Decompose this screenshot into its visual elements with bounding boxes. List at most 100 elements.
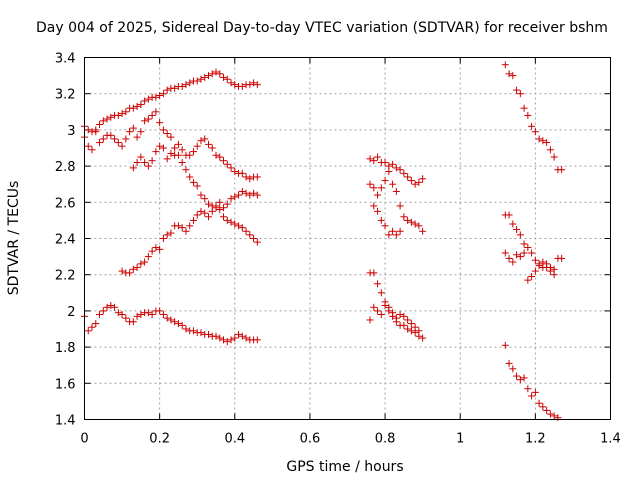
data-point	[235, 191, 243, 199]
data-point	[220, 157, 228, 165]
data-point	[505, 70, 513, 78]
data-point	[366, 155, 374, 163]
data-point	[129, 124, 137, 132]
data-point	[370, 269, 378, 277]
data-point	[92, 128, 100, 136]
data-point	[385, 231, 393, 239]
data-point	[419, 227, 427, 235]
data-point	[370, 157, 378, 165]
data-point	[133, 312, 141, 320]
data-point	[389, 227, 397, 235]
data-point	[366, 180, 374, 188]
data-point	[250, 189, 258, 197]
data-point	[129, 164, 137, 172]
data-point	[513, 86, 521, 94]
data-point	[141, 158, 149, 166]
data-point	[163, 231, 171, 239]
data-point	[220, 213, 228, 221]
data-point	[381, 177, 389, 185]
data-point	[381, 158, 389, 166]
data-point	[246, 81, 254, 89]
data-point	[404, 325, 412, 333]
data-point	[531, 388, 539, 396]
data-point	[186, 79, 194, 87]
data-point	[531, 256, 539, 264]
data-point	[389, 180, 397, 188]
data-point	[524, 276, 532, 284]
data-point	[407, 218, 415, 226]
data-point	[156, 92, 164, 100]
data-point	[407, 177, 415, 185]
data-point	[193, 211, 201, 219]
data-point	[505, 359, 513, 367]
data-point	[509, 72, 517, 80]
data-point	[159, 235, 167, 242]
data-point	[99, 135, 107, 143]
data-point	[167, 316, 175, 324]
data-point	[223, 200, 231, 208]
data-point	[148, 311, 156, 319]
data-point	[167, 133, 175, 141]
data-point	[231, 220, 239, 228]
data-point	[197, 207, 205, 215]
data-point	[516, 90, 524, 98]
data-point	[509, 220, 517, 228]
data-point	[216, 70, 224, 78]
data-point	[415, 178, 423, 186]
data-point	[152, 148, 160, 156]
grid-lines	[84, 57, 611, 420]
data-point	[156, 119, 164, 127]
data-point	[396, 166, 404, 174]
data-point	[227, 164, 235, 172]
data-point	[238, 332, 246, 340]
data-point	[159, 126, 167, 134]
data-point	[114, 111, 122, 119]
data-point	[163, 314, 171, 322]
data-point	[122, 314, 130, 322]
data-point	[137, 311, 145, 319]
y-tick-label: 1.8	[55, 341, 76, 356]
data-point	[550, 271, 558, 279]
data-point	[531, 267, 539, 275]
data-point	[381, 301, 389, 309]
x-tick-label: 0.2	[149, 432, 170, 447]
data-point	[201, 209, 209, 217]
x-tick-label: 1.4	[600, 432, 621, 447]
data-point	[197, 329, 205, 337]
data-point	[516, 253, 524, 261]
data-point	[126, 128, 134, 136]
data-point	[238, 169, 246, 177]
data-point	[204, 330, 212, 338]
data-point	[144, 162, 152, 170]
data-point	[550, 153, 558, 161]
data-point	[227, 195, 235, 203]
data-point	[216, 206, 224, 214]
data-point	[528, 122, 536, 130]
data-point	[516, 231, 524, 239]
data-point	[242, 173, 250, 181]
data-point	[550, 412, 558, 420]
data-point	[99, 307, 107, 315]
data-point	[201, 135, 209, 143]
data-point	[148, 157, 156, 165]
data-point	[141, 258, 149, 266]
data-point	[400, 312, 408, 320]
data-point	[528, 273, 536, 281]
data-point	[242, 189, 250, 197]
y-tick-label: 3	[67, 124, 75, 139]
data-point	[528, 249, 536, 257]
data-point	[389, 312, 397, 320]
data-point	[404, 316, 412, 324]
data-point	[374, 191, 382, 199]
data-point	[554, 414, 562, 422]
data-point	[197, 137, 205, 145]
data-point	[201, 73, 209, 81]
data-point	[396, 202, 404, 210]
data-point	[524, 111, 532, 119]
data-point	[524, 385, 532, 393]
data-point	[246, 175, 254, 183]
data-point	[167, 149, 175, 157]
data-point	[374, 153, 382, 161]
data-point	[250, 235, 258, 242]
